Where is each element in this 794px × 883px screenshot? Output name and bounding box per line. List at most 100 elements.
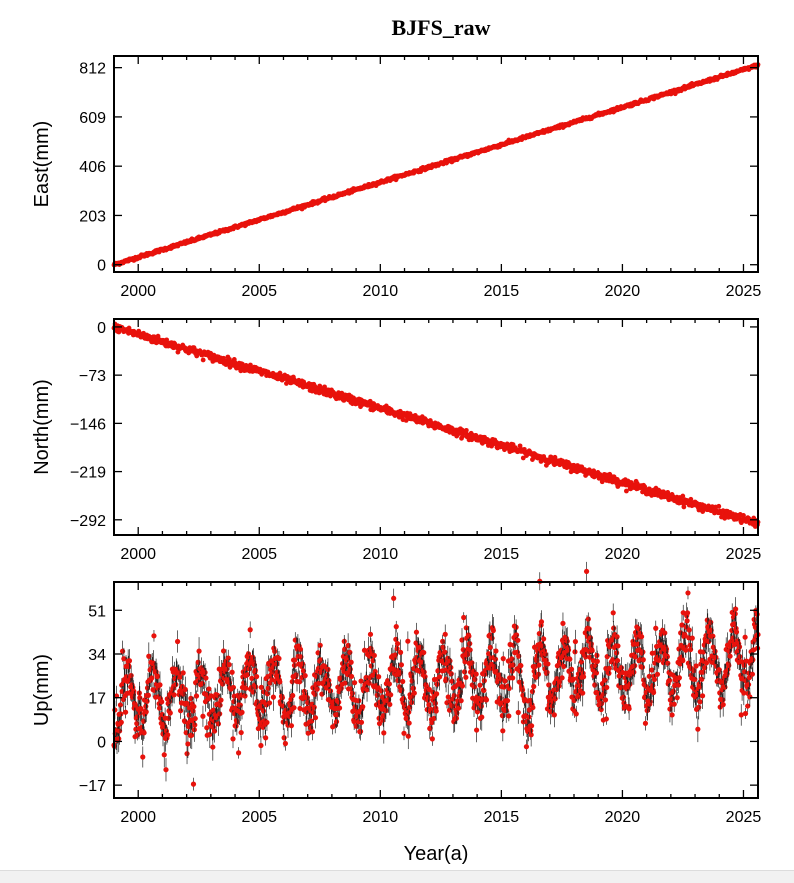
up-point	[401, 730, 407, 736]
up-point	[531, 683, 537, 690]
up-point	[472, 676, 478, 682]
up-point	[282, 740, 289, 747]
up-point	[425, 694, 432, 700]
up-point	[223, 666, 230, 672]
up-point	[203, 675, 209, 681]
up-point	[383, 708, 389, 714]
up-point	[580, 690, 586, 696]
north-y-tick-label: 0	[97, 320, 106, 337]
up-point	[348, 673, 355, 680]
up-point	[493, 648, 499, 654]
up-point	[190, 781, 197, 787]
up-point	[302, 673, 308, 679]
up-point	[151, 633, 157, 639]
up-point	[126, 658, 133, 664]
up-point	[122, 709, 129, 715]
up-point	[247, 627, 253, 633]
up-point	[163, 767, 169, 773]
up-point	[391, 595, 397, 601]
up-point	[632, 654, 638, 660]
up-point	[266, 700, 273, 706]
up-point	[189, 732, 195, 738]
up-point	[459, 637, 465, 643]
up-point	[463, 674, 469, 680]
up-point	[239, 709, 245, 715]
up-point	[481, 687, 487, 693]
up-point	[367, 631, 374, 637]
up-point	[437, 674, 443, 680]
up-point	[461, 614, 467, 621]
up-point	[226, 662, 232, 668]
up-point	[358, 719, 365, 725]
up-point	[541, 636, 547, 642]
north-y-tick-label: −73	[79, 368, 106, 385]
up-point	[234, 719, 240, 725]
up-point	[118, 719, 124, 725]
chart-title: BJFS_raw	[392, 15, 491, 40]
up-point	[448, 664, 454, 671]
up-point	[592, 682, 598, 688]
up-point	[360, 704, 366, 710]
up-point	[397, 649, 404, 655]
east-x-tick-label: 2010	[363, 283, 399, 300]
north-point	[164, 337, 170, 343]
panel-north: 0 −73 −146 −219 −292 2000 2005 2010 2015 2020 2025…	[31, 318, 761, 563]
up-point	[225, 655, 231, 661]
up-point	[615, 643, 621, 649]
up-point	[296, 679, 303, 685]
up-point	[311, 704, 317, 710]
up-point	[529, 688, 536, 695]
up-point	[196, 648, 202, 654]
up-point	[312, 715, 319, 721]
north-point	[571, 462, 577, 468]
up-point	[276, 655, 282, 662]
up-point	[250, 689, 256, 695]
up-point	[159, 699, 165, 705]
up-point	[358, 728, 364, 735]
up-point	[264, 691, 270, 697]
up-point	[397, 669, 403, 676]
east-data-points	[111, 62, 761, 268]
north-point	[624, 488, 629, 494]
up-point	[631, 669, 637, 675]
up-point	[214, 692, 221, 698]
east-x-tick-label: 2025	[726, 283, 762, 300]
up-point	[177, 708, 184, 714]
up-point	[469, 660, 475, 666]
up-point	[517, 668, 523, 674]
up-point	[565, 647, 572, 653]
up-point	[602, 697, 609, 703]
up-point	[586, 626, 592, 632]
up-point	[347, 649, 353, 655]
up-point	[567, 656, 573, 662]
up-point	[572, 649, 578, 655]
up-point	[157, 682, 163, 688]
up-point	[250, 654, 256, 660]
up-point	[510, 675, 516, 681]
up-point	[217, 702, 223, 708]
up-point	[453, 715, 460, 721]
up-point	[215, 721, 221, 727]
up-point	[528, 723, 535, 729]
up-point	[409, 699, 415, 706]
north-point	[221, 355, 226, 361]
up-point	[506, 713, 512, 719]
up-point	[220, 648, 227, 654]
up-point	[264, 719, 270, 726]
up-point	[374, 692, 380, 698]
up-point	[381, 730, 387, 736]
east-x-tick-label: 2015	[484, 283, 520, 300]
north-x-tick-label: 2020	[605, 546, 641, 563]
up-point	[473, 727, 480, 733]
up-point	[473, 671, 479, 677]
up-point	[372, 668, 378, 675]
east-x-tick-label: 2000	[120, 283, 156, 300]
up-point	[393, 624, 399, 630]
up-point	[509, 656, 515, 662]
up-point	[386, 681, 392, 687]
up-point	[594, 652, 600, 658]
north-point	[126, 325, 132, 331]
up-point	[230, 684, 237, 691]
